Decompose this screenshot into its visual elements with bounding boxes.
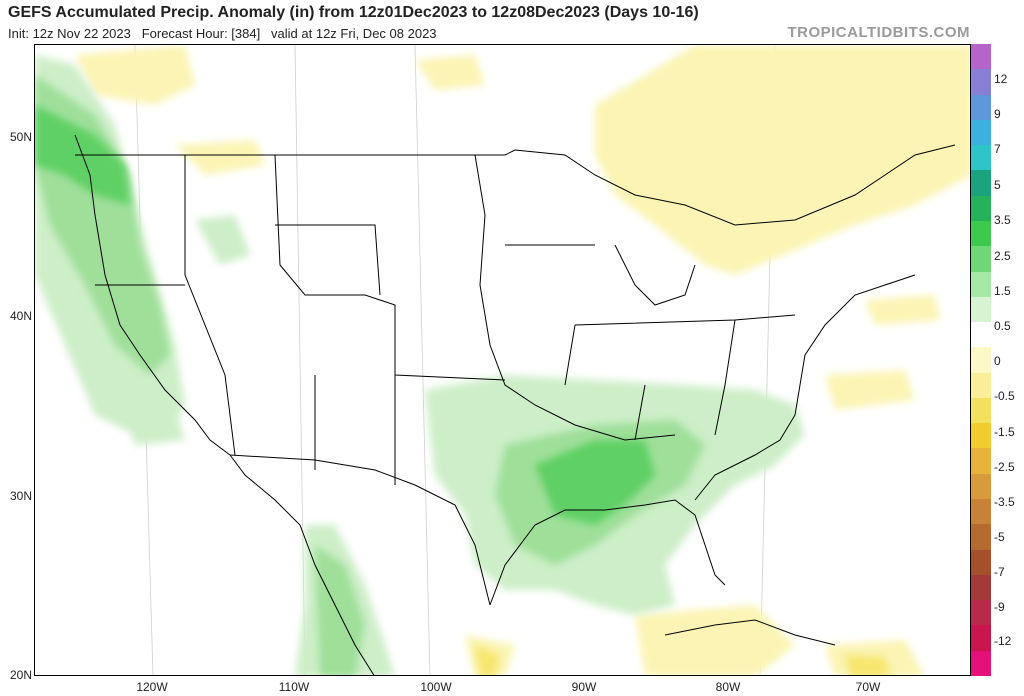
colorbar-swatch — [971, 44, 991, 70]
colorbar-swatch — [971, 448, 991, 475]
colorbar-label: 2.5 — [994, 249, 1011, 263]
colorbar-swatch — [971, 372, 991, 399]
colorbar-swatch — [971, 322, 991, 348]
colorbar-swatch — [971, 499, 991, 525]
colorbar-swatch — [971, 271, 991, 298]
precip-anomaly-map — [34, 44, 971, 676]
colorbar-label: 0.5 — [994, 319, 1011, 333]
colorbar — [971, 44, 991, 677]
colorbar-swatch — [971, 145, 991, 171]
colorbar-label: -1.5 — [994, 425, 1015, 439]
lat-label-50n: 50N — [9, 130, 32, 144]
colorbar-swatch — [971, 574, 991, 601]
dry-anomaly-core — [475, 645, 890, 675]
colorbar-swatch — [971, 119, 991, 146]
colorbar-swatch — [971, 195, 991, 222]
colorbar-swatch — [971, 423, 991, 449]
init-time: Init: 12z Nov 22 2023 — [8, 26, 131, 41]
lon-label-100w: 100W — [420, 680, 452, 694]
lat-label-30n: 30N — [9, 489, 32, 503]
colorbar-swatch — [971, 625, 991, 652]
political-boundaries — [74, 134, 956, 675]
colorbar-label: 7 — [994, 142, 1001, 156]
colorbar-swatch — [971, 650, 991, 677]
map-subtitle: Init: 12z Nov 22 2023 Forecast Hour: [38… — [8, 26, 437, 41]
lat-label-20n: 20N — [9, 668, 32, 682]
colorbar-label: -9 — [994, 600, 1005, 614]
colorbar-swatch — [971, 94, 991, 121]
colorbar-swatch — [971, 69, 991, 96]
colorbar-swatch — [971, 347, 991, 374]
colorbar-label: 3.5 — [994, 213, 1011, 227]
colorbar-swatch — [971, 600, 991, 626]
dry-anomaly-areas — [75, 45, 970, 675]
lon-label-120w: 120W — [136, 680, 168, 694]
colorbar-label: -3.5 — [994, 495, 1015, 509]
colorbar-label: -0.5 — [994, 389, 1015, 403]
colorbar-swatch — [971, 296, 991, 323]
forecast-hour: Forecast Hour: [384] — [141, 26, 261, 41]
colorbar-swatch — [971, 473, 991, 500]
lon-label-90w: 90W — [571, 680, 597, 694]
colorbar-label: 9 — [994, 107, 1001, 121]
colorbar-swatch — [971, 220, 991, 247]
colorbar-label: 5 — [994, 178, 1001, 192]
colorbar-swatch — [971, 170, 991, 197]
colorbar-swatch — [971, 246, 991, 272]
valid-time: valid at 12z Fri, Dec 08 2023 — [271, 26, 437, 41]
colorbar-label: -7 — [994, 565, 1005, 579]
brand-watermark: TROPICALTIDBITS.COM — [787, 24, 970, 41]
colorbar-label: 12 — [994, 72, 1008, 86]
colorbar-swatch — [971, 397, 991, 424]
map-title: GEFS Accumulated Precip. Anomaly (in) fr… — [8, 4, 699, 21]
colorbar-label: 0 — [994, 354, 1001, 368]
lat-label-40n: 40N — [9, 309, 32, 323]
colorbar-label: -5 — [994, 530, 1005, 544]
map-canvas — [35, 45, 970, 675]
colorbar-label: 1.5 — [994, 284, 1011, 298]
colorbar-swatch — [971, 524, 991, 551]
lon-label-70w: 70W — [855, 680, 881, 694]
colorbar-label: -2.5 — [994, 460, 1015, 474]
colorbar-swatch — [971, 549, 991, 576]
lon-label-110w: 110W — [278, 680, 310, 694]
lon-label-80w: 80W — [715, 680, 741, 694]
colorbar-label: -12 — [994, 634, 1012, 648]
